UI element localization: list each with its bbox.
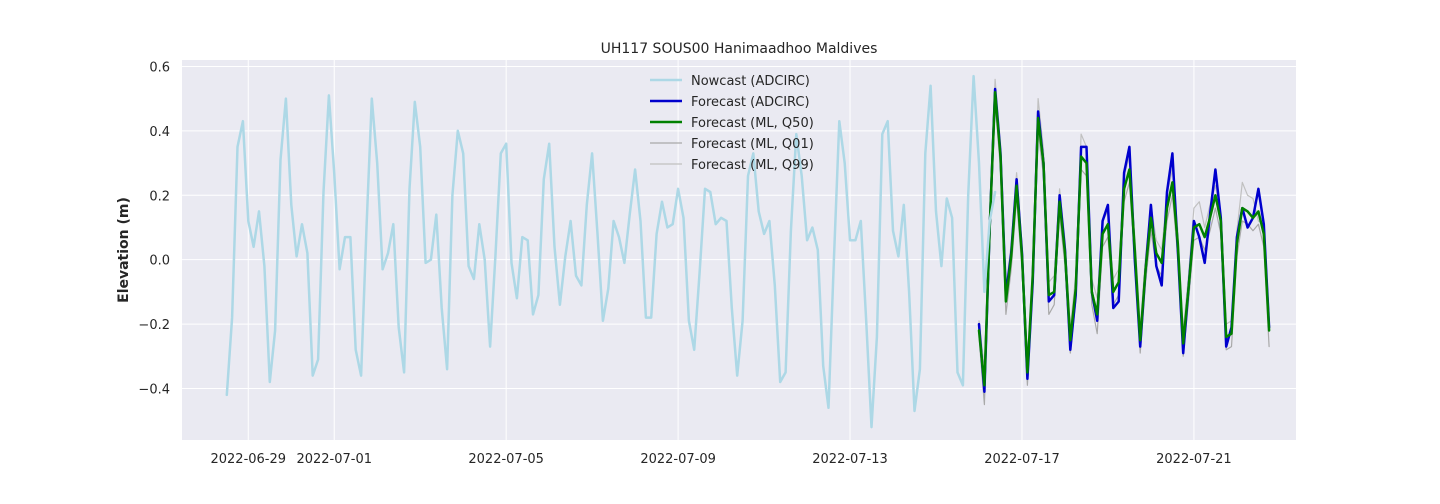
x-tick-label: 2022-07-01 xyxy=(296,452,372,467)
y-tick-label: −0.2 xyxy=(138,318,170,333)
series-layer xyxy=(225,74,1271,429)
series-line-2 xyxy=(977,90,1271,387)
y-tick-label: 0.6 xyxy=(149,60,170,75)
y-axis: −0.4 −0.2 0.0 0.2 0.4 0.6 xyxy=(138,60,170,397)
x-tick-label: 2022-06-29 xyxy=(210,452,286,467)
x-axis: 2022-06-29 2022-07-01 2022-07-05 2022-07-09… xyxy=(210,452,1231,467)
legend: Nowcast (ADCIRC) Forecast (ADCIRC) Forecas… xyxy=(650,74,814,173)
x-tick-label: 2022-07-17 xyxy=(984,452,1060,467)
y-tick-label: 0.0 xyxy=(149,254,170,269)
x-tick-label: 2022-07-05 xyxy=(468,452,544,467)
legend-label-1: Forecast (ADCIRC) xyxy=(691,95,810,110)
y-axis-label: Elevation (m) xyxy=(116,197,132,303)
legend-label-0: Nowcast (ADCIRC) xyxy=(691,74,810,89)
series-line-0 xyxy=(225,74,997,429)
x-tick-label: 2022-07-13 xyxy=(812,452,888,467)
legend-label-4: Forecast (ML, Q99) xyxy=(691,158,814,173)
y-tick-label: 0.4 xyxy=(149,125,170,140)
y-tick-label: −0.4 xyxy=(138,382,170,397)
x-tick-label: 2022-07-09 xyxy=(640,452,716,467)
y-tick-label: 0.2 xyxy=(149,189,170,204)
legend-label-3: Forecast (ML, Q01) xyxy=(691,137,814,152)
x-tick-label: 2022-07-21 xyxy=(1156,452,1232,467)
legend-label-2: Forecast (ML, Q50) xyxy=(691,116,814,131)
chart-title: UH117 SOUS00 Hanimaadhoo Maldives xyxy=(601,41,878,57)
